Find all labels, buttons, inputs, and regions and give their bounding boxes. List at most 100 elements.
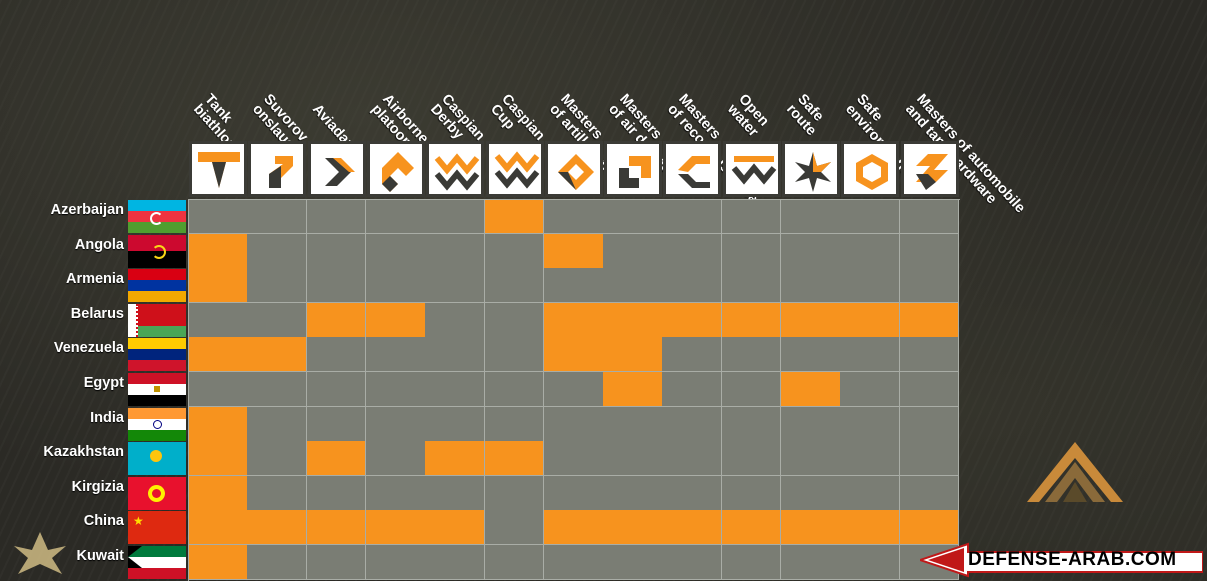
cell-absent [306, 475, 367, 511]
cell-absent [781, 337, 841, 373]
cell-absent [899, 268, 960, 304]
cell-absent [247, 233, 308, 269]
cell-absent [306, 372, 367, 408]
cell-absent [484, 475, 545, 511]
column-header: Safe route [783, 91, 827, 139]
cell-absent [603, 545, 663, 581]
kazakhstan-flag [128, 442, 186, 476]
cell-absent [721, 372, 782, 408]
kirgizia-flag [128, 476, 186, 510]
cell-absent [425, 337, 485, 373]
cell-absent [247, 372, 308, 408]
cell-participates [781, 372, 841, 408]
egypt-flag [128, 373, 186, 406]
cell-participates [425, 441, 485, 477]
cell-absent [899, 337, 960, 373]
cell-absent [425, 372, 485, 408]
airborne-platoon-icon [366, 141, 425, 197]
cell-absent [840, 268, 901, 304]
cell-participates [721, 510, 782, 546]
cell-absent [721, 441, 782, 477]
cell-absent [603, 475, 663, 511]
cell-absent [365, 372, 426, 408]
cell-participates [306, 441, 367, 477]
cell-absent [721, 337, 782, 373]
cell-absent [306, 233, 367, 269]
cell-absent [603, 406, 663, 442]
cell-participates [188, 268, 248, 304]
cell-absent [899, 441, 960, 477]
cell-absent [781, 475, 841, 511]
column-header: Open water [723, 91, 772, 141]
army-games-logo-icon [1027, 442, 1123, 502]
cell-participates [603, 372, 663, 408]
cell-participates [899, 510, 960, 546]
cell-participates [188, 233, 248, 269]
cell-absent [721, 406, 782, 442]
cell-absent [899, 199, 960, 235]
cell-participates [603, 510, 663, 546]
cell-absent [840, 372, 901, 408]
air-defence-icon [604, 141, 663, 197]
cell-participates [306, 510, 367, 546]
cell-absent [365, 337, 426, 373]
cell-participates [247, 337, 308, 373]
cell-absent [365, 406, 426, 442]
country-label: Kazakhstan [43, 444, 124, 461]
armenia-flag [128, 269, 186, 303]
cell-absent [484, 406, 545, 442]
cell-participates [188, 406, 248, 442]
country-label: China [83, 513, 124, 530]
cell-absent [247, 302, 308, 338]
cell-absent [425, 475, 485, 511]
cell-absent [662, 406, 723, 442]
caspian-cup-icon [485, 141, 544, 197]
cell-absent [543, 475, 604, 511]
country-label: Egypt [83, 375, 124, 391]
cell-participates [188, 337, 248, 373]
cell-participates [247, 510, 308, 546]
country-label: Kirgizia [71, 478, 124, 495]
cell-absent [721, 545, 782, 581]
watermark-text: DEFENSE-ARAB.COM [968, 549, 1177, 570]
cell-absent [662, 337, 723, 373]
grid-frame [188, 199, 960, 581]
cell-absent [188, 302, 248, 338]
suvorov-onslaught-icon [248, 141, 307, 197]
country-label: Belarus [70, 305, 124, 322]
cell-absent [543, 268, 604, 304]
artillery-fire-icon [544, 141, 603, 197]
country-label: Azerbaijan [50, 202, 124, 218]
cell-absent [721, 268, 782, 304]
cell-absent [247, 268, 308, 304]
cell-participates [188, 475, 248, 511]
watermark-banner [920, 542, 1203, 578]
cell-absent [899, 475, 960, 511]
country-label: Angola [74, 236, 124, 253]
cell-absent [306, 337, 367, 373]
cell-absent [365, 475, 426, 511]
country-label: India [90, 409, 124, 426]
cell-absent [365, 233, 426, 269]
cell-absent [543, 406, 604, 442]
china-flag: ★ [128, 511, 186, 545]
safe-environment-icon [841, 141, 900, 197]
caspian-derby-icon [426, 141, 485, 197]
cell-absent [365, 545, 426, 581]
cell-absent [603, 233, 663, 269]
venezuela-flag [128, 338, 186, 372]
cell-absent [781, 233, 841, 269]
cell-participates [543, 510, 604, 546]
country-label: Venezuela [53, 340, 124, 357]
cell-participates [365, 510, 426, 546]
cell-participates [721, 302, 782, 338]
cell-participates [840, 302, 901, 338]
cell-participates [603, 302, 663, 338]
cell-absent [840, 233, 901, 269]
cell-absent [721, 475, 782, 511]
cell-absent [188, 372, 248, 408]
cell-absent [899, 406, 960, 442]
india-flag [128, 407, 186, 441]
cell-participates [306, 302, 367, 338]
